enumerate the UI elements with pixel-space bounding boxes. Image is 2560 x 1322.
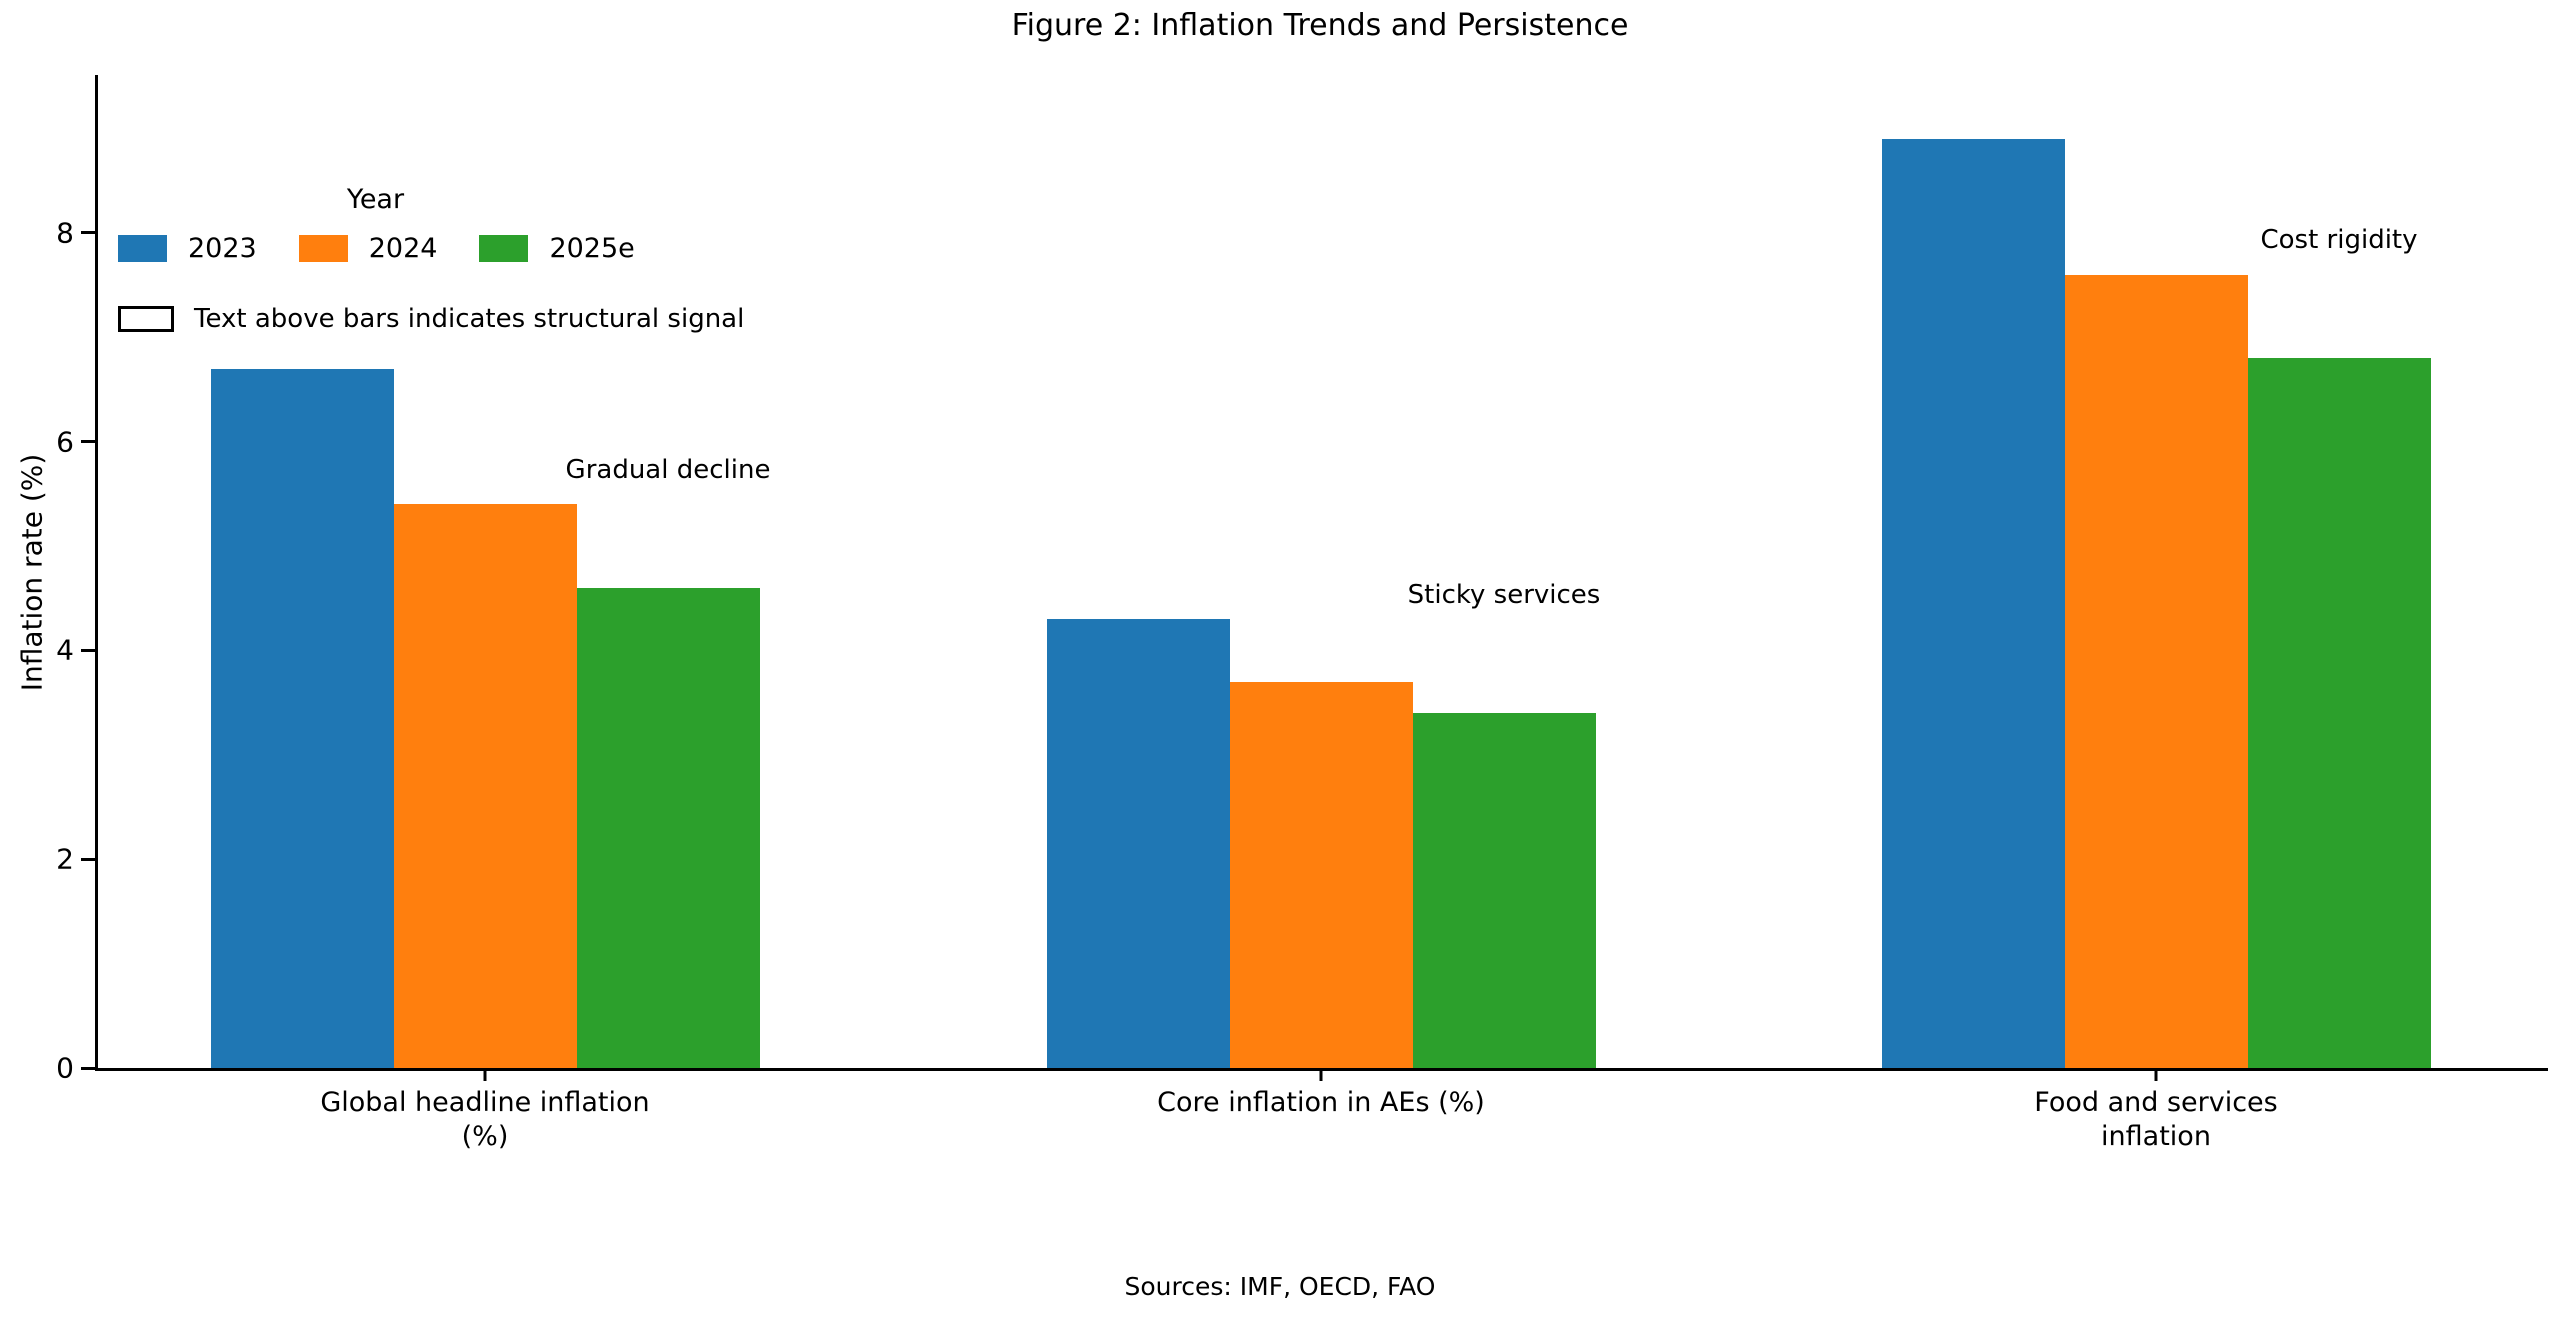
y-tick-label: 8 bbox=[56, 216, 74, 250]
y-tick-label: 4 bbox=[56, 633, 74, 667]
y-tick-label: 6 bbox=[56, 425, 74, 459]
legend-item-2024: 2024 bbox=[298, 233, 438, 264]
legend-item-2023: 2023 bbox=[118, 233, 257, 264]
legend-swatch-2024 bbox=[298, 235, 348, 262]
y-tick-mark bbox=[81, 1066, 95, 1070]
y-tick-label: 2 bbox=[56, 842, 74, 876]
bar-2024-group3 bbox=[2064, 274, 2248, 1068]
legend-item-label: 2025e bbox=[549, 233, 635, 264]
legend-item-label: 2023 bbox=[188, 233, 257, 264]
bar-2023-group1 bbox=[210, 368, 394, 1068]
bar-2025e-group1 bbox=[576, 587, 760, 1068]
bar-2023-group2 bbox=[1046, 619, 1230, 1068]
bar-2024-group2 bbox=[1229, 681, 1413, 1068]
x-tick-label-group2: Core inflation in AEs (%) bbox=[1157, 1087, 1485, 1118]
legend-note-swatch-box bbox=[118, 306, 174, 332]
y-tick-mark bbox=[81, 440, 95, 444]
y-tick-mark bbox=[81, 231, 95, 235]
y-tick-label: 0 bbox=[56, 1051, 74, 1085]
bar-2025e-group3 bbox=[2247, 358, 2431, 1068]
bar-annotation: Cost rigidity bbox=[2260, 225, 2418, 256]
legend-items-row: 2023 2024 2025e bbox=[118, 233, 635, 264]
legend-title: Year bbox=[346, 184, 405, 215]
sources-note: Sources: IMF, OECD, FAO bbox=[1124, 1272, 1436, 1301]
x-tick-mark bbox=[483, 1068, 487, 1081]
bar-2025e-group2 bbox=[1412, 713, 1596, 1068]
x-tick-mark bbox=[2154, 1068, 2158, 1081]
y-axis-label: Inflation rate (%) bbox=[15, 453, 49, 692]
bar-annotation: Gradual decline bbox=[565, 454, 771, 485]
legend-swatch-2023 bbox=[118, 235, 167, 262]
x-tick-label-group1: Global headline inflation (%) bbox=[320, 1087, 650, 1152]
bar-annotation: Sticky services bbox=[1407, 580, 1601, 611]
legend-item-label: 2024 bbox=[368, 233, 438, 264]
x-tick-mark bbox=[1319, 1068, 1323, 1081]
chart-title: Figure 2: Inflation Trends and Persisten… bbox=[1011, 8, 1629, 43]
bar-2024-group1 bbox=[393, 504, 577, 1068]
legend-swatch-2025e bbox=[479, 235, 529, 262]
y-tick-mark bbox=[81, 648, 95, 652]
legend: Year 2023 2024 2025e bbox=[118, 184, 635, 264]
x-tick-label-group3: Food and services inflation bbox=[2034, 1087, 2278, 1152]
legend-note: Text above bars indicates structural sig… bbox=[118, 304, 744, 334]
bar-2023-group3 bbox=[1881, 138, 2065, 1068]
y-tick-mark bbox=[81, 857, 95, 861]
legend-item-2025e: 2025e bbox=[479, 233, 635, 264]
legend-note-label: Text above bars indicates structural sig… bbox=[194, 304, 745, 334]
plot-area: 0 2 4 6 8 Global headline inflation (%) Core i… bbox=[56, 75, 2548, 1152]
